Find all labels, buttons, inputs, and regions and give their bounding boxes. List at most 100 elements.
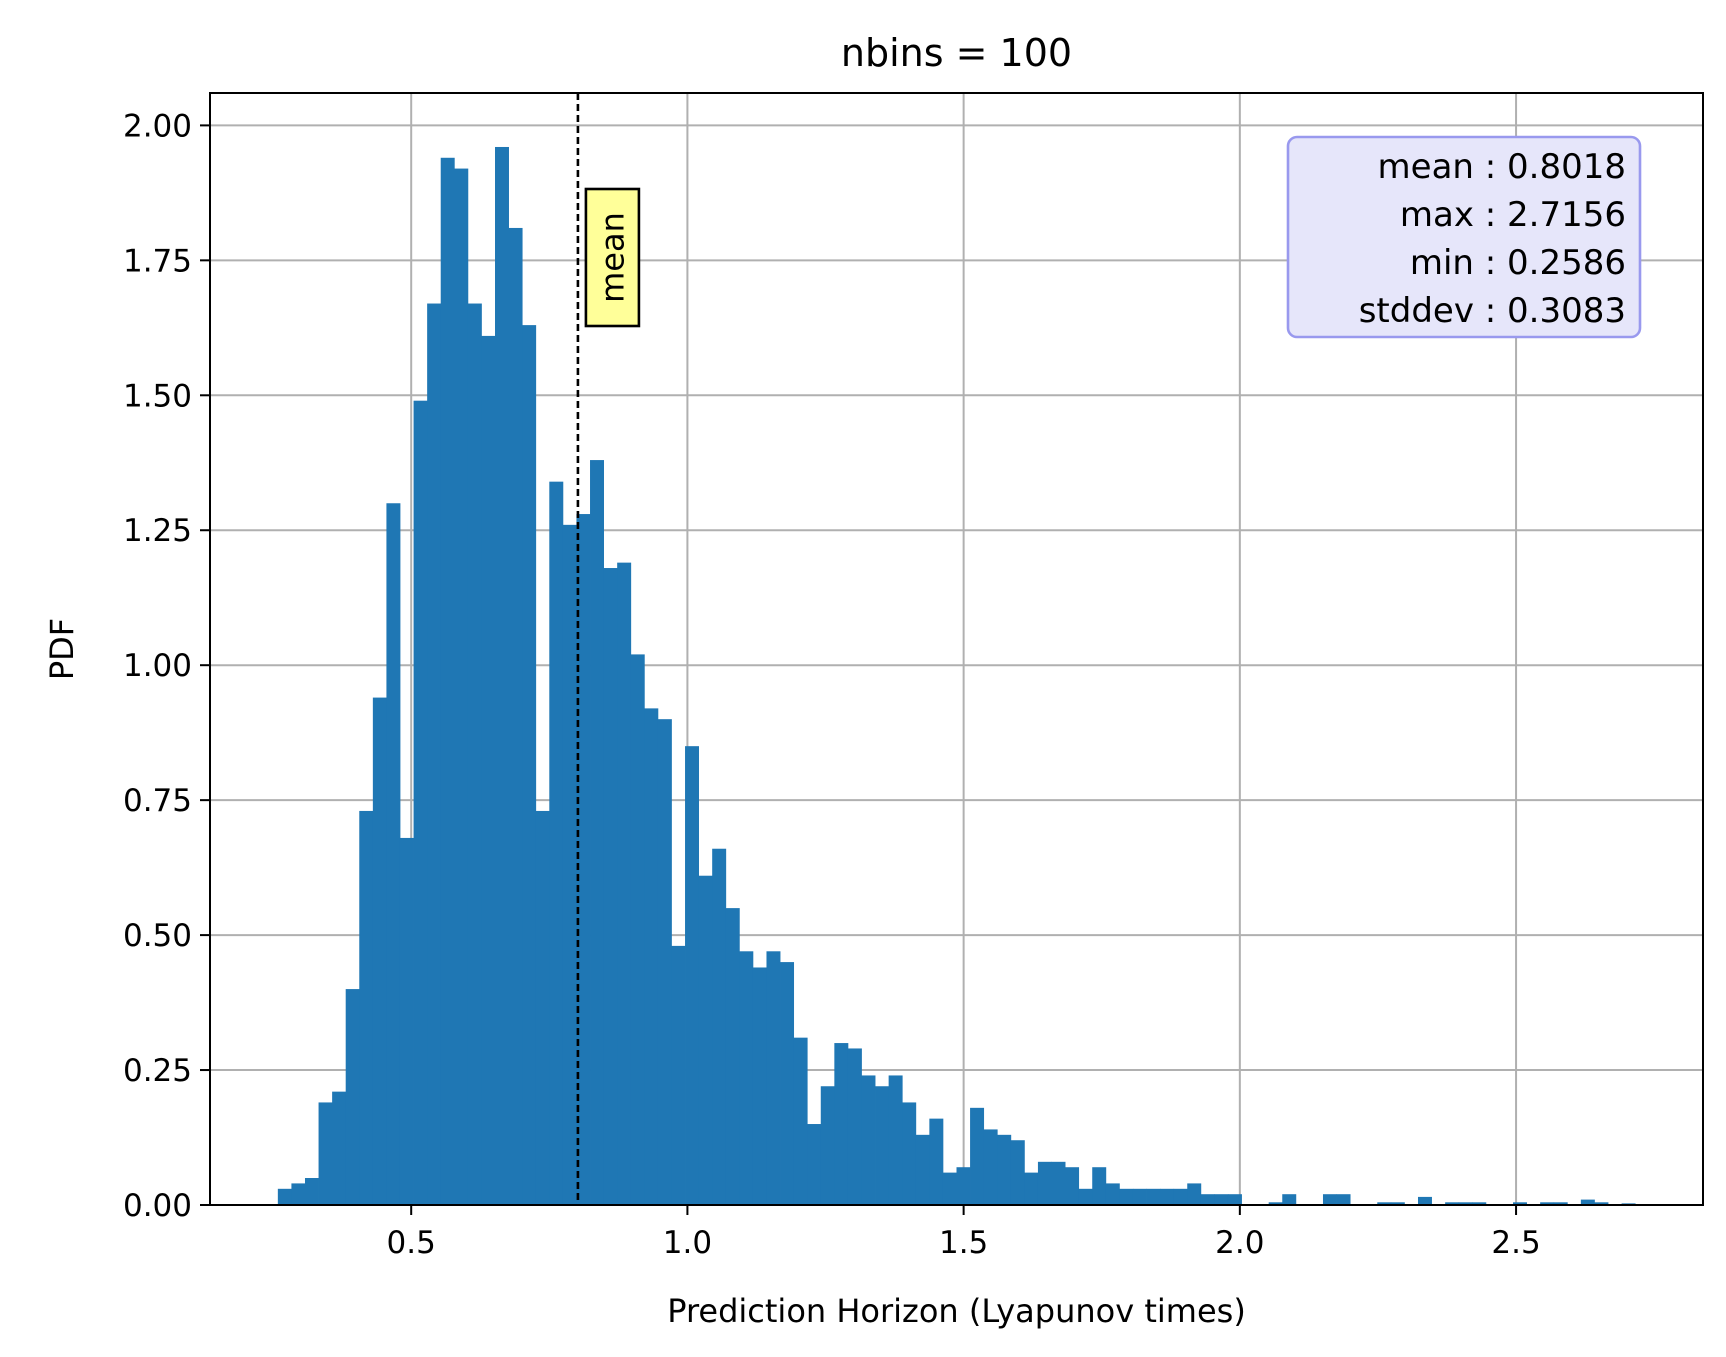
plot-area-frame [209, 92, 1704, 1206]
histogram-bar [1024, 1172, 1039, 1205]
histogram-bar [915, 1134, 930, 1205]
y-tick-label: 0.25 [123, 1053, 192, 1089]
histogram-bar [739, 951, 754, 1205]
histogram-bar [1173, 1188, 1188, 1205]
y-tick-label: 1.25 [123, 513, 192, 549]
histogram-bar [861, 1075, 876, 1205]
histogram-bar [1119, 1188, 1134, 1205]
stats-mean: mean : 0.8018 [1378, 147, 1626, 187]
histogram-bar [725, 908, 740, 1205]
histogram-bar [657, 719, 672, 1205]
y-tick-label: 0.50 [123, 918, 192, 954]
histogram-bar [495, 146, 509, 1205]
histogram-bar [332, 1091, 347, 1205]
x-axis-ticks: 0.5 1.0 1.5 2.0 2.5 [387, 1205, 1541, 1261]
histogram-bar [807, 1124, 822, 1205]
histogram-bar [766, 951, 781, 1205]
histogram-bar [318, 1102, 333, 1205]
histogram-bar [291, 1183, 306, 1205]
histogram-bar [1580, 1199, 1595, 1205]
histogram-bar [1146, 1188, 1161, 1205]
histogram-bar [712, 848, 727, 1205]
histogram-bar [1037, 1161, 1052, 1205]
histogram-bar [752, 967, 767, 1205]
histogram-bar [467, 303, 482, 1205]
x-axis-label: Prediction Horizon (Lyapunov times) [667, 1292, 1246, 1330]
histogram-bar [834, 1043, 849, 1205]
histogram-bar [1065, 1167, 1080, 1205]
mean-tag-label: mean [593, 212, 631, 303]
histogram-bar [1268, 1202, 1283, 1205]
y-axis-label: PDF [43, 618, 81, 680]
y-tick-label: 1.50 [123, 378, 192, 414]
histogram-bar [454, 168, 469, 1206]
histogram-bar [603, 568, 618, 1205]
mean-marker: mean [576, 93, 641, 1205]
histogram-bar [277, 1188, 292, 1205]
histogram-bar [1458, 1202, 1473, 1205]
histogram-bar [413, 400, 428, 1205]
x-tick-label: 1.0 [663, 1225, 712, 1261]
histogram-bar [1336, 1194, 1351, 1205]
histogram-bar [345, 989, 360, 1205]
histogram-bar [576, 514, 591, 1205]
histogram-bar [562, 524, 577, 1205]
histogram-bar [847, 1048, 862, 1205]
histogram-bar [427, 303, 442, 1205]
histogram-bar [902, 1102, 917, 1205]
histogram-bar [1282, 1194, 1297, 1205]
histogram-bar [1078, 1188, 1093, 1205]
stats-box: mean : 0.8018 max : 2.7156 min : 0.2586 … [1286, 135, 1642, 339]
histogram-bar [440, 157, 455, 1205]
histogram-bar [1160, 1188, 1175, 1205]
histogram-bar [970, 1107, 985, 1205]
histogram-bar [644, 708, 659, 1205]
histogram-bar [956, 1167, 971, 1205]
histogram-bar [1092, 1167, 1107, 1205]
histogram-bar [1417, 1196, 1432, 1205]
histogram-bar [359, 810, 374, 1205]
histogram-bar [590, 460, 604, 1205]
histogram-bar [304, 1178, 319, 1205]
histogram-bar [1390, 1202, 1405, 1205]
histogram-bar [1540, 1202, 1555, 1205]
histogram-bar [793, 1037, 808, 1205]
histogram-bar [1445, 1202, 1460, 1205]
histogram-bar [698, 875, 713, 1205]
histogram-bar [1105, 1183, 1120, 1205]
histogram-bar [671, 945, 686, 1205]
histogram-bar [630, 654, 645, 1205]
histogram-bar [386, 503, 401, 1205]
histogram-bar [929, 1118, 944, 1205]
histogram-bar [1187, 1183, 1202, 1205]
histogram-bar [1377, 1202, 1392, 1205]
histogram-bar [549, 481, 564, 1206]
histogram-bar [481, 335, 496, 1206]
stats-stddev: stddev : 0.3083 [1359, 291, 1626, 331]
histogram-bar [1513, 1202, 1527, 1205]
histogram-bar [508, 227, 523, 1205]
histogram-bar [685, 746, 700, 1205]
x-tick-label: 1.5 [939, 1225, 988, 1261]
y-tick-label: 0.00 [123, 1188, 192, 1224]
x-tick-label: 2.0 [1215, 1225, 1264, 1261]
stats-min: min : 0.2586 [1410, 243, 1626, 283]
histogram-bar [372, 697, 387, 1205]
x-tick-label: 2.5 [1491, 1225, 1540, 1261]
y-tick-label: 1.00 [123, 648, 192, 684]
histogram-bar [535, 810, 550, 1205]
histogram-bar [1227, 1194, 1242, 1205]
histogram-bar [617, 562, 632, 1205]
histogram-bar [888, 1075, 903, 1205]
histogram-bar [1214, 1194, 1229, 1205]
histogram-bar [820, 1086, 835, 1205]
histogram-bar [1010, 1140, 1025, 1205]
histogram-bar [1051, 1161, 1066, 1205]
mean-tag-box [584, 187, 641, 328]
histogram-bar [997, 1134, 1012, 1205]
histogram-bar [875, 1086, 890, 1205]
histogram-bar [522, 325, 537, 1205]
y-axis-ticks: 0.00 0.25 0.50 0.75 1.00 1.25 1.50 1.75 2.00 [123, 108, 210, 1224]
